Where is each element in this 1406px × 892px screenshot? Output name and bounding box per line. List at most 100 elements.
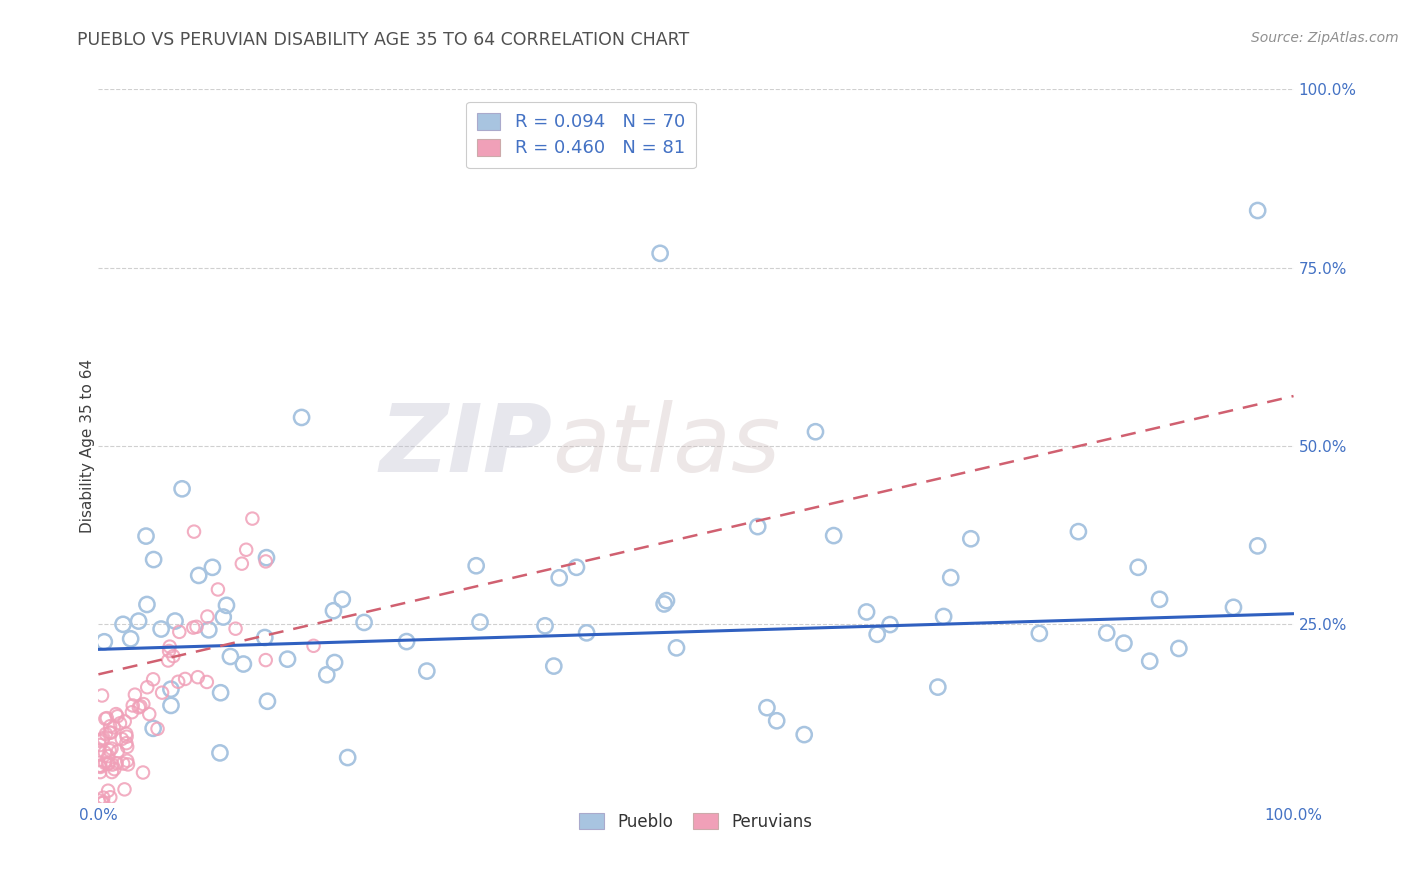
Point bbox=[129, 699, 152, 714]
Point bbox=[254, 554, 277, 568]
Point bbox=[565, 560, 588, 574]
Point bbox=[209, 686, 232, 700]
Point bbox=[98, 790, 121, 805]
Point bbox=[187, 670, 209, 684]
Point bbox=[1247, 539, 1270, 553]
Point bbox=[128, 700, 150, 714]
Point bbox=[160, 682, 183, 697]
Point bbox=[1167, 641, 1189, 656]
Point bbox=[174, 672, 197, 686]
Point bbox=[142, 673, 165, 687]
Point bbox=[97, 756, 120, 771]
Point bbox=[291, 410, 314, 425]
Point bbox=[97, 783, 120, 797]
Point bbox=[132, 697, 155, 711]
Point bbox=[94, 756, 117, 770]
Point bbox=[100, 725, 122, 739]
Point bbox=[91, 796, 114, 810]
Point bbox=[121, 705, 143, 719]
Point bbox=[208, 746, 231, 760]
Point bbox=[159, 640, 181, 654]
Point bbox=[648, 246, 672, 260]
Point bbox=[117, 757, 139, 772]
Point bbox=[115, 754, 138, 768]
Point bbox=[142, 552, 165, 566]
Point bbox=[960, 532, 983, 546]
Point bbox=[212, 610, 235, 624]
Point bbox=[240, 511, 263, 525]
Point bbox=[1247, 203, 1270, 218]
Point bbox=[103, 720, 125, 734]
Point bbox=[111, 731, 134, 746]
Point bbox=[124, 688, 146, 702]
Point bbox=[1139, 654, 1161, 668]
Point bbox=[97, 756, 120, 771]
Legend: Pueblo, Peruvians: Pueblo, Peruvians bbox=[572, 806, 820, 838]
Point bbox=[195, 675, 218, 690]
Point bbox=[330, 592, 353, 607]
Point bbox=[1128, 560, 1150, 574]
Point bbox=[94, 712, 117, 726]
Text: ZIP: ZIP bbox=[380, 400, 553, 492]
Point bbox=[747, 519, 769, 533]
Point bbox=[87, 793, 110, 807]
Point bbox=[939, 570, 962, 584]
Point bbox=[157, 653, 180, 667]
Point bbox=[105, 756, 128, 771]
Point bbox=[416, 664, 439, 678]
Point bbox=[765, 714, 787, 728]
Point bbox=[1067, 524, 1090, 539]
Point bbox=[93, 731, 115, 745]
Point bbox=[112, 756, 135, 771]
Point bbox=[101, 757, 124, 772]
Point bbox=[142, 722, 165, 736]
Point bbox=[162, 649, 184, 664]
Point bbox=[94, 727, 117, 741]
Point bbox=[115, 730, 138, 744]
Point bbox=[167, 674, 190, 689]
Point bbox=[94, 746, 117, 760]
Point bbox=[1095, 626, 1118, 640]
Point bbox=[932, 609, 955, 624]
Point bbox=[128, 614, 150, 628]
Point bbox=[468, 615, 491, 629]
Text: Source: ZipAtlas.com: Source: ZipAtlas.com bbox=[1251, 31, 1399, 45]
Point bbox=[98, 719, 121, 733]
Point bbox=[136, 598, 159, 612]
Point bbox=[548, 571, 571, 585]
Point bbox=[215, 599, 238, 613]
Point bbox=[183, 524, 205, 539]
Point bbox=[105, 707, 128, 722]
Point bbox=[219, 649, 242, 664]
Point bbox=[89, 758, 111, 772]
Point bbox=[336, 750, 359, 764]
Point bbox=[793, 728, 815, 742]
Point bbox=[89, 760, 111, 774]
Point bbox=[225, 622, 247, 636]
Point bbox=[927, 680, 949, 694]
Point bbox=[89, 765, 111, 780]
Point bbox=[111, 617, 134, 632]
Point bbox=[755, 700, 778, 714]
Point bbox=[197, 609, 219, 624]
Point bbox=[207, 582, 229, 597]
Point bbox=[114, 714, 136, 729]
Point bbox=[543, 659, 565, 673]
Point bbox=[89, 738, 111, 752]
Point bbox=[187, 568, 209, 582]
Point bbox=[132, 765, 155, 780]
Point bbox=[146, 722, 169, 736]
Point bbox=[465, 558, 488, 573]
Point bbox=[395, 634, 418, 648]
Point bbox=[136, 680, 159, 694]
Point bbox=[198, 623, 221, 637]
Point bbox=[855, 605, 877, 619]
Point bbox=[231, 557, 253, 571]
Point bbox=[575, 625, 598, 640]
Point bbox=[181, 621, 204, 635]
Point bbox=[97, 749, 120, 764]
Point bbox=[655, 593, 678, 607]
Point bbox=[157, 644, 180, 658]
Point bbox=[1028, 626, 1050, 640]
Point bbox=[135, 529, 157, 543]
